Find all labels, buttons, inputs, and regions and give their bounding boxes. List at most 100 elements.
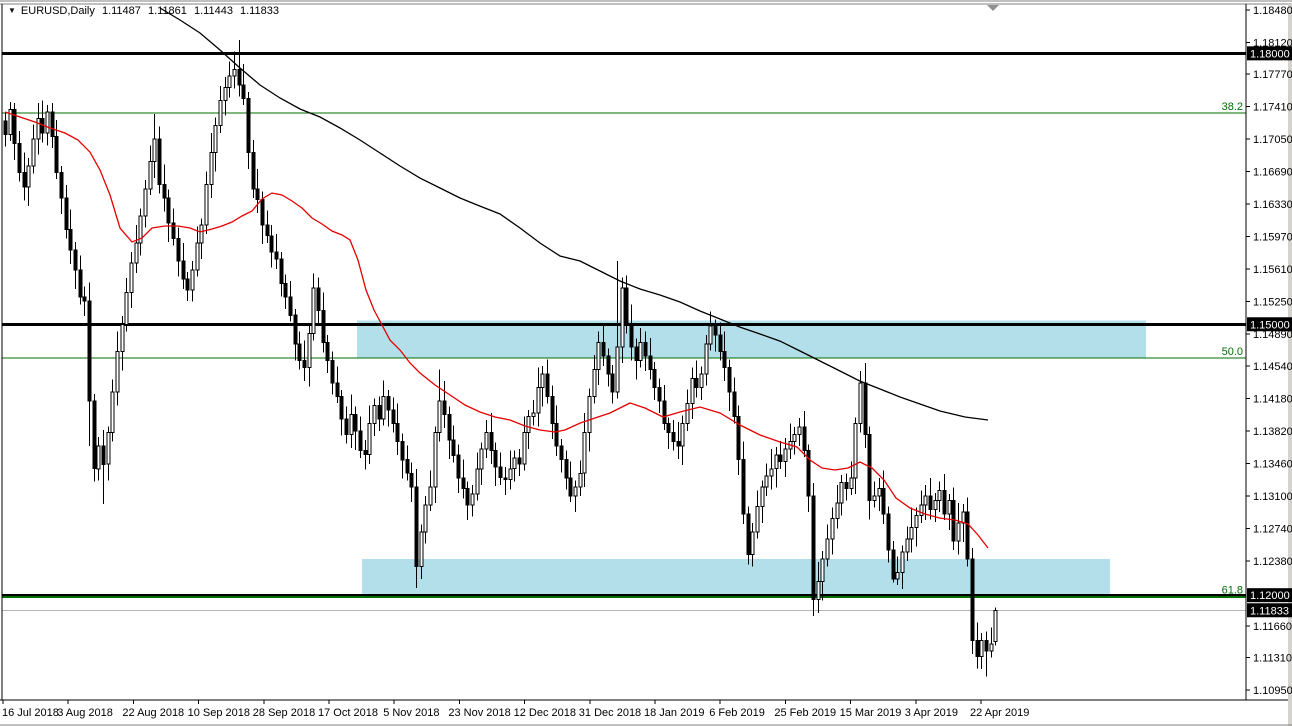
price-label-box-text: 1.15000 <box>1250 319 1290 331</box>
bull-candle <box>797 426 802 435</box>
bear-candle <box>517 457 522 465</box>
slow-moving-average-line[interactable] <box>159 7 989 421</box>
quote-high: 1.11861 <box>147 5 187 17</box>
bear-candle <box>942 489 947 515</box>
bull-candle <box>106 432 111 465</box>
bull-candle <box>979 639 984 658</box>
bull-candle <box>143 188 148 217</box>
price-tick-label: 1.15970 <box>1253 232 1292 244</box>
bull-candle <box>699 373 704 388</box>
price-tick-label: 1.14540 <box>1253 361 1292 373</box>
price-tick-label: 1.17410 <box>1253 102 1292 114</box>
demand-zone-rectangle[interactable] <box>362 559 1110 597</box>
bull-candle <box>937 489 942 501</box>
bear-candle <box>283 283 288 298</box>
bull-candle <box>914 515 919 528</box>
bear-candle <box>17 143 22 174</box>
bull-candle <box>989 643 994 652</box>
bull-candle <box>858 382 863 425</box>
bull-candle <box>615 346 620 393</box>
bear-candle <box>694 377 699 388</box>
bull-candle <box>423 504 428 533</box>
bear-candle <box>718 334 723 352</box>
bull-candle <box>138 215 143 244</box>
bull-candle <box>470 493 475 506</box>
price-tick-label: 1.14890 <box>1253 329 1292 341</box>
bull-candle <box>582 432 587 474</box>
price-tick-label: 1.16330 <box>1253 199 1292 211</box>
bull-candle <box>120 323 125 352</box>
bear-candle <box>881 488 886 515</box>
bear-candle <box>610 373 615 393</box>
bull-candle <box>195 242 200 271</box>
bull-candle <box>484 432 489 450</box>
bear-candle <box>736 415 741 461</box>
bull-candle <box>26 165 31 188</box>
bear-candle <box>157 138 162 185</box>
bear-candle <box>92 400 97 470</box>
bear-candle <box>358 430 363 452</box>
bear-candle <box>297 343 302 361</box>
bull-candle <box>45 111 50 134</box>
bear-candle <box>395 423 400 443</box>
fibonacci-level-label: 50.0 <box>1222 346 1243 358</box>
bear-candle <box>746 513 751 556</box>
price-tick-label: 1.13820 <box>1253 426 1292 438</box>
bear-candle <box>550 396 555 425</box>
bull-candle <box>204 183 209 226</box>
bull-candle <box>769 468 774 477</box>
bull-candle <box>685 403 690 425</box>
bear-candle <box>886 513 891 551</box>
chart-shift-marker-icon[interactable] <box>987 5 999 11</box>
bear-candle <box>928 495 933 510</box>
bull-candle <box>437 400 442 434</box>
price-tick-label: 1.10950 <box>1253 685 1292 697</box>
bear-candle <box>54 135 59 173</box>
bear-candle <box>162 183 167 199</box>
bull-candle <box>110 391 115 434</box>
bull-candle <box>839 481 844 504</box>
bull-candle <box>816 581 821 601</box>
price-tick-label: 1.17050 <box>1253 134 1292 146</box>
price-tick-label: 1.13460 <box>1253 458 1292 470</box>
bear-candle <box>321 310 326 343</box>
bear-candle <box>465 488 470 506</box>
date-tick-label: 22 Aug 2018 <box>122 707 184 719</box>
symbol-dropdown-arrow-icon[interactable]: ▼ <box>8 6 16 15</box>
bull-candle <box>620 287 625 348</box>
bear-candle <box>666 423 671 434</box>
supply-zone-rectangle[interactable] <box>357 320 1146 359</box>
bear-candle <box>330 359 335 384</box>
bull-candle <box>124 292 129 325</box>
bull-candle <box>909 527 914 540</box>
price-label-box <box>1247 603 1292 618</box>
bear-candle <box>400 441 405 461</box>
price-tick-label: 1.18480 <box>1253 5 1292 17</box>
bull-candle <box>129 262 134 294</box>
date-tick-label: 12 Dec 2018 <box>514 707 576 719</box>
bull-candle <box>947 499 952 515</box>
bull-candle <box>479 448 484 470</box>
bear-candle <box>405 459 410 474</box>
chart-title-bar: ▼ EURUSD,Daily 1.11487 1.11861 1.11443 1.… <box>8 5 283 17</box>
bull-candle <box>750 531 755 556</box>
date-tick-label: 6 Feb 2019 <box>709 707 765 719</box>
bear-candle <box>335 382 340 397</box>
fast-moving-average-line[interactable] <box>4 111 989 549</box>
bear-candle <box>293 314 298 345</box>
price-tick-label: 1.15610 <box>1253 264 1292 276</box>
bear-candle <box>568 477 573 497</box>
bear-candle <box>447 414 452 441</box>
bull-candle <box>536 387 541 414</box>
bear-candle <box>101 445 106 465</box>
price-tick-label: 1.17770 <box>1253 69 1292 81</box>
bear-candle <box>662 400 667 425</box>
bull-candle <box>526 415 531 434</box>
price-tick-label: 1.12380 <box>1253 556 1292 568</box>
bear-candle <box>498 466 503 479</box>
bear-candle <box>652 368 657 388</box>
bear-candle <box>3 120 8 136</box>
bear-candle <box>269 235 274 253</box>
bull-candle <box>877 488 882 497</box>
